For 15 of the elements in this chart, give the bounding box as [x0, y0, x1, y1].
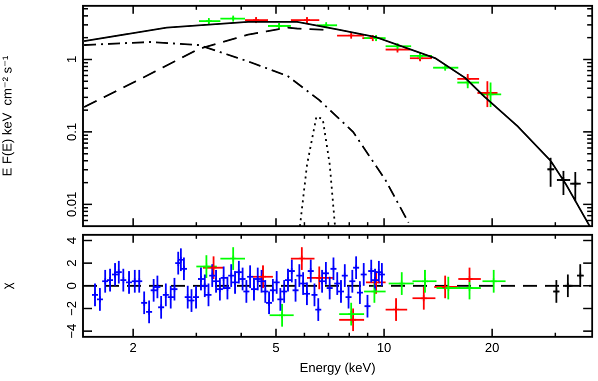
y-tick-label: 0.01 [64, 192, 80, 218]
y-tick-label: 0.1 [64, 122, 80, 141]
y-tick-label: −4 [64, 324, 80, 339]
y-axis-title: χ [0, 282, 14, 290]
x-tick-label: 20 [484, 340, 500, 356]
y-axis-title: E F(E) keV cm⁻² s⁻¹ [0, 55, 14, 176]
x-tick-label: 5 [272, 340, 280, 356]
x-tick-label: 10 [376, 340, 392, 356]
x-axis-title: Energy (keV) [300, 360, 376, 375]
y-tick-label: 2 [64, 260, 80, 267]
y-tick-label: 0 [64, 282, 80, 290]
y-tick-label: 1 [64, 56, 80, 64]
y-tick-label: −2 [64, 301, 80, 316]
y-tick-label: 4 [64, 236, 80, 244]
x-tick-label: 2 [130, 340, 137, 356]
